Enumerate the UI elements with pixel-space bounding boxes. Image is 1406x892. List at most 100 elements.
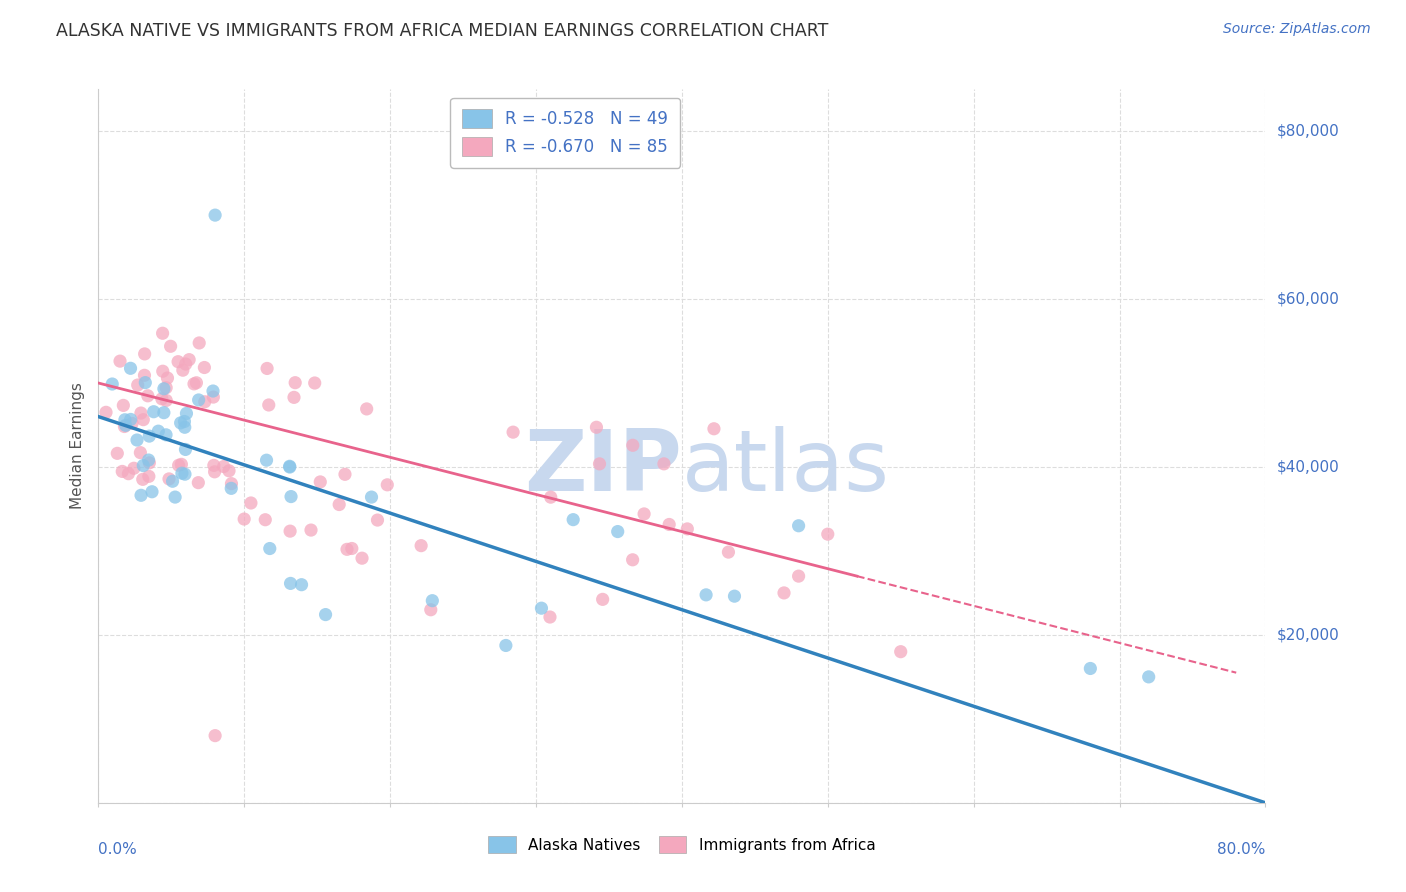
Point — [411, 539, 433, 553]
Point — [153, 382, 176, 396]
Point — [540, 490, 562, 504]
Point — [132, 458, 155, 473]
Point — [202, 458, 225, 473]
Point — [125, 433, 148, 447]
Point — [695, 588, 717, 602]
Point — [328, 498, 350, 512]
Point — [112, 419, 135, 434]
Point — [658, 517, 681, 532]
Point — [176, 406, 198, 420]
Point — [120, 412, 142, 426]
Point — [169, 416, 191, 430]
Point — [153, 406, 176, 420]
Point — [167, 354, 190, 368]
Point — [157, 472, 180, 486]
Point — [202, 390, 225, 404]
Point — [204, 208, 226, 222]
Point — [132, 412, 155, 426]
Point — [333, 467, 356, 482]
Text: $20,000: $20,000 — [1277, 627, 1340, 642]
Point — [174, 357, 197, 371]
Point — [890, 645, 912, 659]
Point — [350, 551, 373, 566]
Y-axis label: Median Earnings: Median Earnings — [70, 383, 86, 509]
Point — [112, 398, 135, 412]
Point — [652, 457, 675, 471]
Point — [284, 376, 307, 390]
Point — [495, 639, 517, 653]
Point — [187, 475, 209, 490]
Point — [202, 384, 225, 398]
Point — [278, 524, 301, 538]
Point — [142, 405, 165, 419]
Point — [129, 445, 152, 459]
Point — [254, 513, 277, 527]
Point — [111, 464, 134, 478]
Point — [562, 513, 585, 527]
Point — [530, 601, 553, 615]
Point — [773, 586, 796, 600]
Point — [138, 469, 160, 483]
Point — [129, 488, 152, 502]
Point — [703, 422, 725, 436]
Point — [132, 472, 155, 486]
Point — [136, 389, 159, 403]
Point — [278, 459, 301, 474]
Point — [152, 326, 174, 341]
Point — [723, 589, 745, 603]
Point — [156, 371, 179, 385]
Point — [204, 465, 226, 479]
Point — [233, 512, 256, 526]
Point — [787, 518, 810, 533]
Point — [155, 381, 177, 395]
Point — [280, 576, 302, 591]
Point — [188, 335, 211, 350]
Point — [787, 569, 810, 583]
Point — [212, 459, 235, 474]
Point — [186, 376, 208, 390]
Point — [538, 610, 561, 624]
Point — [633, 507, 655, 521]
Text: atlas: atlas — [682, 425, 890, 509]
Point — [304, 376, 326, 390]
Point — [717, 545, 740, 559]
Point — [108, 354, 131, 368]
Point — [309, 475, 332, 489]
Point — [121, 417, 143, 431]
Point — [170, 467, 193, 481]
Point — [138, 453, 160, 467]
Point — [356, 401, 378, 416]
Point — [280, 490, 302, 504]
Point — [366, 513, 388, 527]
Point — [129, 406, 152, 420]
Point — [183, 376, 205, 391]
Point — [588, 457, 610, 471]
Point — [239, 496, 262, 510]
Point — [256, 361, 278, 376]
Text: $40,000: $40,000 — [1277, 459, 1340, 475]
Point — [621, 553, 644, 567]
Point — [162, 475, 184, 489]
Point — [1137, 670, 1160, 684]
Point — [585, 420, 607, 434]
Point — [676, 522, 699, 536]
Point — [172, 363, 194, 377]
Legend: Alaska Natives, Immigrants from Africa: Alaska Natives, Immigrants from Africa — [482, 830, 882, 859]
Point — [179, 352, 201, 367]
Point — [193, 360, 215, 375]
Point — [152, 364, 174, 378]
Text: $60,000: $60,000 — [1277, 292, 1340, 307]
Point — [336, 542, 359, 557]
Point — [138, 429, 160, 443]
Point — [621, 438, 644, 452]
Point — [127, 378, 149, 392]
Point — [148, 424, 170, 438]
Point — [174, 442, 197, 457]
Point — [256, 453, 278, 467]
Point — [283, 390, 305, 404]
Text: 0.0%: 0.0% — [98, 842, 138, 857]
Point — [150, 392, 173, 406]
Point — [315, 607, 337, 622]
Point — [259, 541, 281, 556]
Point — [420, 593, 443, 607]
